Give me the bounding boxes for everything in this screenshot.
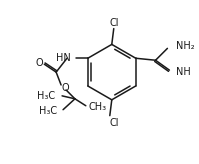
- Text: NH: NH: [176, 67, 191, 77]
- Text: O: O: [35, 58, 43, 68]
- Text: Cl: Cl: [109, 18, 119, 28]
- Text: NH₂: NH₂: [176, 41, 195, 51]
- Text: HN: HN: [56, 53, 71, 63]
- Text: H₃C: H₃C: [37, 91, 55, 101]
- Text: CH₃: CH₃: [89, 102, 107, 112]
- Text: H₃C: H₃C: [39, 106, 57, 116]
- Text: O: O: [61, 83, 69, 93]
- Text: Cl: Cl: [109, 118, 119, 128]
